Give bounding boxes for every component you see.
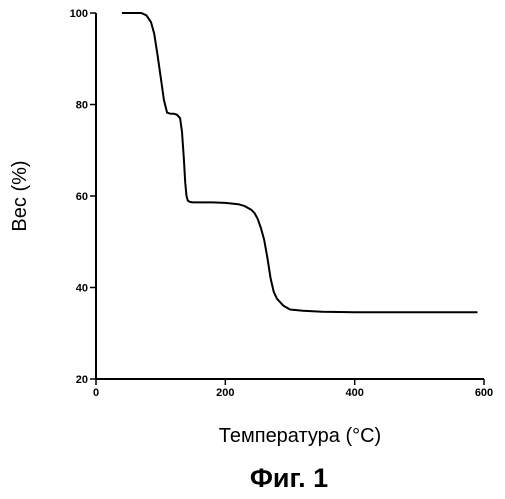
y-axis-title: Вес (%) — [9, 160, 31, 231]
x-tick-label: 600 — [475, 387, 493, 399]
y-axis-ticks: 20 40 60 80 100 — [70, 8, 96, 386]
figure-caption: Фиг. 1 — [250, 463, 328, 493]
x-axis-ticks: 0 200 400 600 — [93, 379, 493, 399]
x-tick-label: 0 — [93, 387, 99, 399]
y-tick-label: 100 — [70, 8, 88, 20]
series-line-weight-curve — [122, 13, 478, 312]
y-tick-label: 80 — [76, 100, 88, 112]
y-tick-label: 40 — [76, 283, 88, 295]
plot-area: 20 40 60 80 100 0 200 400 600 — [70, 8, 494, 399]
x-axis-title: Температура (°C) — [219, 425, 381, 447]
x-tick-label: 200 — [216, 387, 234, 399]
y-tick-label: 60 — [76, 191, 88, 203]
x-tick-label: 400 — [345, 387, 363, 399]
y-tick-label: 20 — [76, 374, 88, 386]
